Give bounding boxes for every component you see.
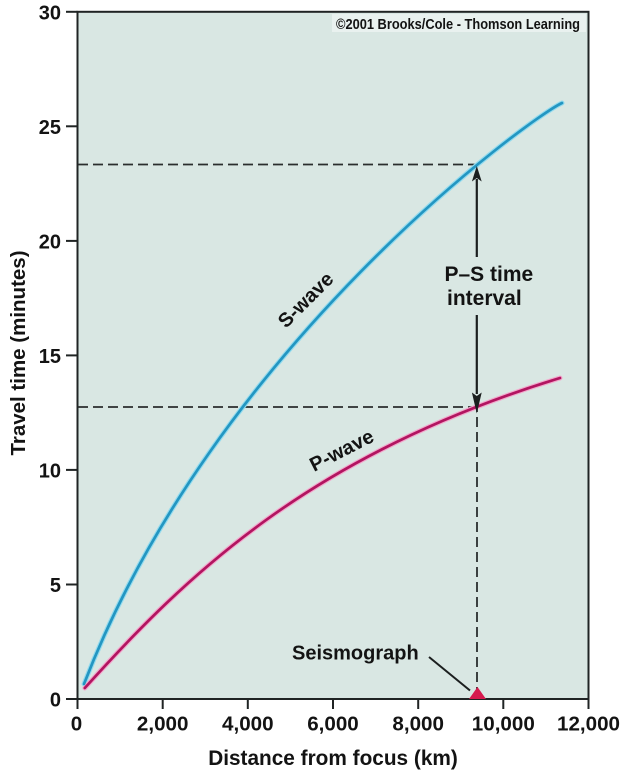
svg-text:0: 0 — [71, 713, 82, 736]
svg-text:25: 25 — [39, 117, 61, 139]
svg-text:Travel time (minutes): Travel time (minutes) — [7, 250, 30, 455]
svg-text:10,000: 10,000 — [472, 713, 535, 736]
svg-text:P–S time: P–S time — [445, 263, 534, 286]
svg-text:30: 30 — [39, 3, 61, 25]
svg-text:15: 15 — [39, 346, 61, 368]
svg-text:©2001 Brooks/Cole - Thomson Le: ©2001 Brooks/Cole - Thomson Learning — [336, 17, 580, 33]
svg-text:Distance from focus (km): Distance from focus (km) — [208, 747, 458, 770]
svg-text:10: 10 — [39, 461, 61, 483]
svg-text:4,000: 4,000 — [222, 713, 274, 736]
svg-text:20: 20 — [39, 232, 61, 254]
svg-text:interval: interval — [447, 287, 522, 310]
svg-text:0: 0 — [50, 690, 61, 712]
svg-text:5: 5 — [50, 575, 61, 597]
svg-text:8,000: 8,000 — [392, 713, 444, 736]
svg-text:2,000: 2,000 — [137, 713, 189, 736]
svg-text:Seismograph: Seismograph — [292, 643, 419, 665]
svg-text:6,000: 6,000 — [307, 713, 359, 736]
svg-text:12,000: 12,000 — [557, 713, 620, 736]
